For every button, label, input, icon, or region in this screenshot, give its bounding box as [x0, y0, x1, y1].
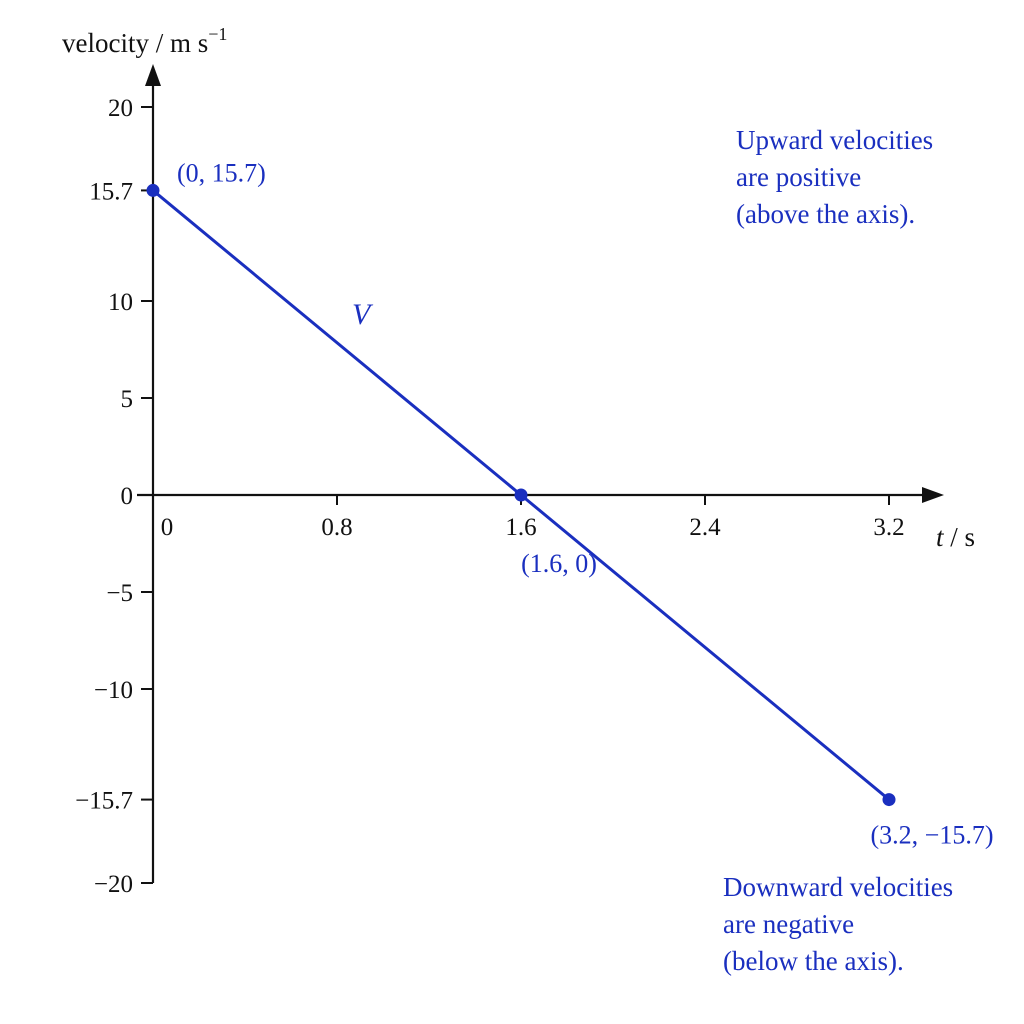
series: (0, 15.7) (1.6, 0) (3.2, −15.7) [146, 158, 994, 850]
y-axis-label-superscript: −1 [208, 24, 227, 44]
y-tick-label: 10 [108, 289, 133, 316]
annotations: Upward velocities are positive (above the … [723, 125, 953, 976]
x-tick-label: 0.8 [321, 514, 352, 541]
x-axis-arrow [922, 487, 944, 503]
series-name-label: V [352, 298, 374, 331]
annotation-line: (below the axis). [723, 946, 904, 976]
x-tick-label: 1.6 [505, 514, 536, 541]
ticks: 20 15.7 10 5 0 −5 −10 −15.7 −20 0 0.8 1.6 2.4 3.2 [75, 95, 904, 898]
x-axis-label-var: t [936, 522, 945, 552]
data-point [882, 793, 896, 807]
annotation-line: are positive [736, 162, 861, 192]
x-tick-label: 2.4 [689, 514, 721, 541]
x-tick-label: 0 [161, 514, 174, 541]
annotation-note: Upward velocities are positive (above the … [736, 125, 933, 229]
data-point [514, 488, 528, 502]
annotation-line: (above the axis). [736, 199, 915, 229]
y-axis-label-text: velocity / m s [62, 28, 208, 58]
y-tick-label: 5 [121, 386, 134, 413]
annotation-line: Downward velocities [723, 872, 953, 902]
y-tick-label: 0 [121, 483, 134, 510]
point-label: (1.6, 0) [521, 549, 597, 578]
y-tick-label: 15.7 [89, 178, 133, 205]
x-axis-label: t / s [936, 522, 975, 552]
y-axis-label: velocity / m s−1 [62, 24, 227, 58]
annotation-line: are negative [723, 909, 854, 939]
labels: velocity / m s−1 t / s V [62, 24, 975, 552]
y-axis-arrow [145, 64, 161, 86]
y-tick-label: −10 [94, 677, 133, 704]
y-tick-label: 20 [108, 95, 133, 122]
data-point [146, 183, 160, 197]
y-tick-label: −20 [94, 871, 133, 898]
y-tick-label: −15.7 [75, 788, 133, 815]
x-axis-label-unit: / s [944, 522, 976, 552]
annotation-line: Upward velocities [736, 125, 933, 155]
axes [137, 64, 944, 883]
y-tick-label: −5 [106, 580, 133, 607]
point-label: (3.2, −15.7) [871, 821, 994, 850]
point-label: (0, 15.7) [177, 158, 266, 187]
annotation-note: Downward velocities are negative (below th… [723, 872, 953, 976]
x-tick-label: 3.2 [873, 514, 904, 541]
